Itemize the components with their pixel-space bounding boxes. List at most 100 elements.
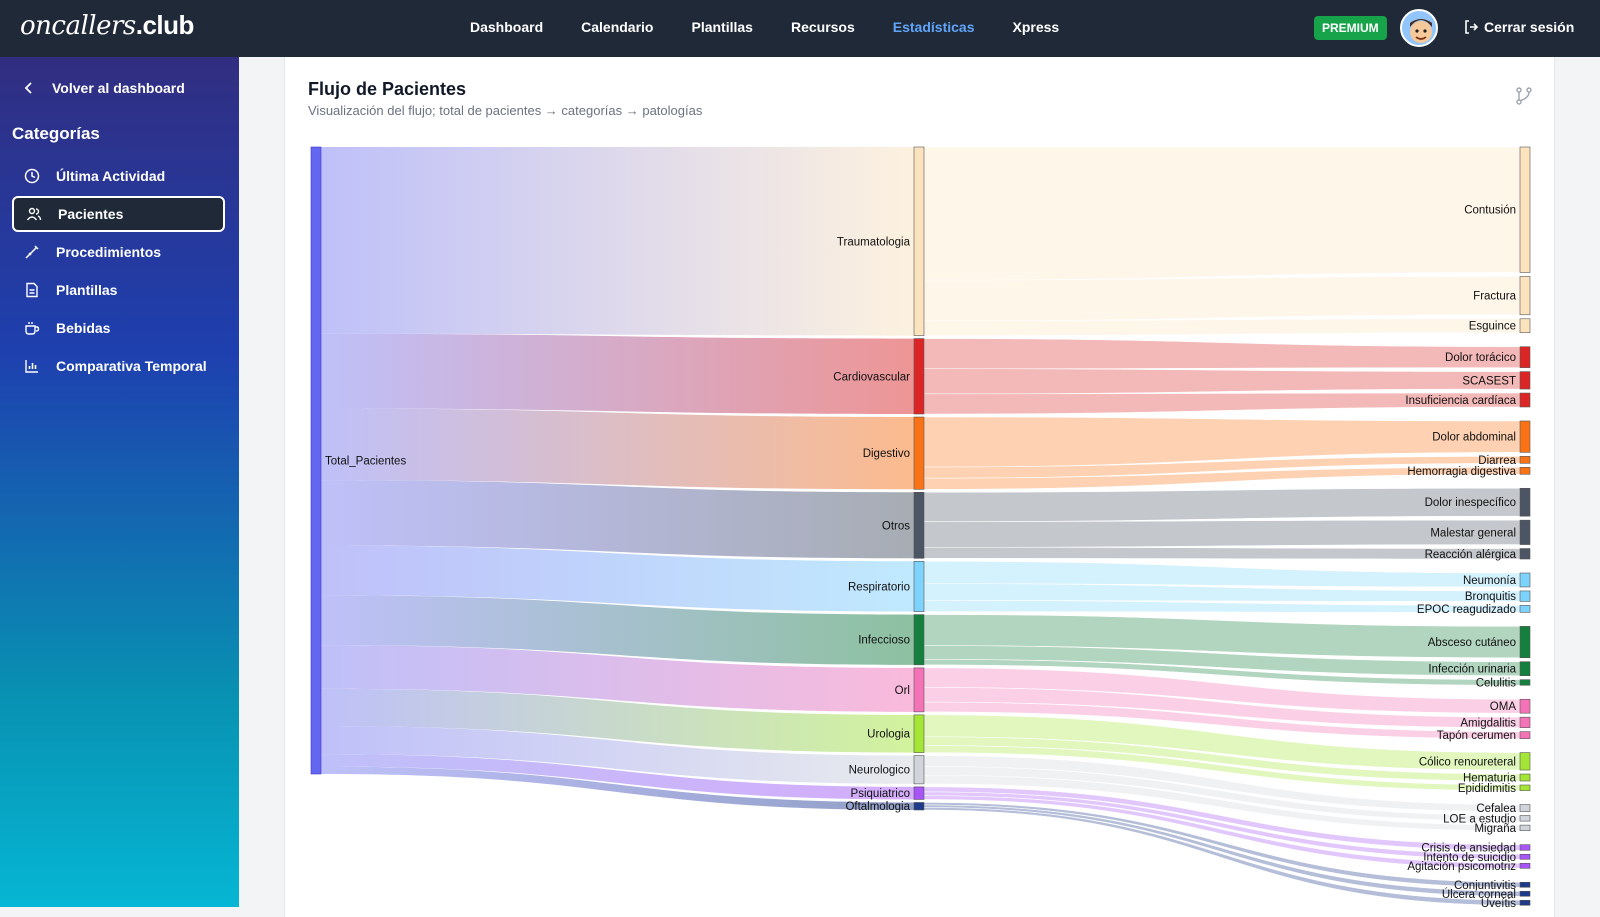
label-otros: Otros [882, 520, 910, 532]
flow-link-conjuntivitis [923, 802, 1521, 888]
node-bronquitis [1519, 590, 1531, 602]
node-ulcera-corneal [1519, 890, 1531, 897]
top-navbar: oncallers.club Dashboard Calendario Plan… [0, 0, 1600, 57]
coffee-icon [25, 322, 40, 335]
node-epididimitis [1519, 784, 1531, 791]
flow-link-psiquiatrico [321, 754, 914, 800]
avatar[interactable] [1400, 9, 1438, 47]
node-orl [913, 667, 925, 713]
flow-link-infeccioso [321, 595, 914, 665]
node-diarrea [1519, 456, 1531, 464]
nav-estadisticas[interactable]: Estadísticas [892, 19, 975, 35]
branch-icon-svg [1516, 87, 1532, 105]
node-insuficiencia-cardiaca [1519, 392, 1531, 408]
flow-link-scasest [923, 368, 1521, 395]
flow-link-traumatologia [321, 147, 914, 336]
node-absceso-cutaneo [1519, 626, 1531, 659]
sidebar-item-plantillas[interactable]: Plantillas [12, 272, 225, 308]
sidebar-item-ultima-actividad[interactable]: Última Actividad [12, 158, 225, 194]
label-agitacion-psicomotriz: Agitación psicomotriz [1407, 861, 1516, 873]
label-infeccion-urinaria: Infección urinaria [1428, 664, 1516, 676]
node-hemorragia-digestiva [1519, 467, 1531, 475]
node-amigdalitis [1519, 716, 1531, 728]
label-diarrea: Diarrea [1478, 455, 1516, 467]
sidebar-item-label: Procedimientos [56, 244, 162, 260]
main-nav: Dashboard Calendario Plantillas Recursos… [470, 19, 1097, 35]
node-traumatologia [913, 146, 925, 336]
nav-xpress[interactable]: Xpress [1012, 19, 1060, 35]
node-colico-renoureteral [1519, 752, 1531, 771]
node-conjuntivitis [1519, 881, 1531, 888]
label-conjuntivitis: Conjuntivitis [1454, 880, 1516, 892]
premium-badge: PREMIUM [1314, 16, 1387, 40]
back-to-dashboard-link[interactable]: Volver al dashboard [24, 80, 185, 96]
label-dolor-abdominal: Dolor abdominal [1432, 432, 1516, 444]
flow-link-cardiovascular [321, 333, 914, 415]
node-oftalmologia [913, 802, 925, 811]
flow-link-contusion [923, 146, 1521, 281]
sidebar-item-label: Plantillas [56, 282, 118, 298]
node-celulitis [1519, 679, 1531, 686]
flow-link-esguince [923, 318, 1521, 336]
card-subtitle: Visualización del flujo; total de pacien… [308, 103, 703, 118]
label-reaccion-alergica: Reacción alérgica [1425, 549, 1517, 561]
label-ulcera-corneal: Úlcera corneal [1442, 888, 1516, 901]
node-dolor-inespecifico [1519, 487, 1531, 517]
label-bronquitis: Bronquitis [1465, 591, 1516, 603]
logout-icon [1465, 20, 1478, 34]
flow-link-otros [321, 480, 914, 559]
node-dolor-abdominal [1519, 420, 1531, 453]
sidebar-item-procedimientos[interactable]: Procedimientos [12, 234, 225, 270]
avatar-face-icon [1402, 11, 1436, 45]
node-epoc-reagudizado [1519, 605, 1531, 613]
sidebar-item-label: Bebidas [56, 320, 111, 336]
label-epididimitis: Epididimitis [1458, 783, 1516, 795]
syringe-icon [25, 245, 39, 259]
node-infeccioso [913, 614, 925, 666]
label-infeccioso: Infeccioso [858, 635, 910, 647]
nav-plantillas[interactable]: Plantillas [691, 19, 753, 35]
label-cefalea: Cefalea [1476, 803, 1516, 815]
nav-dashboard[interactable]: Dashboard [470, 19, 544, 35]
label-loe-a-estudio: LOE a estudio [1443, 813, 1516, 825]
label-contusion: Contusión [1464, 205, 1516, 217]
node-digestivo [913, 416, 925, 490]
node-crisis-de-ansiedad [1519, 844, 1531, 851]
chevron-left-icon [24, 82, 32, 94]
nav-recursos[interactable]: Recursos [790, 19, 855, 35]
flow-link-dolor-toracico [923, 338, 1521, 370]
node-total-pacientes [310, 146, 322, 775]
node-oma [1519, 698, 1531, 714]
node-loe-a-estudio [1519, 815, 1531, 822]
sidebar-item-comparativa-temporal[interactable]: Comparativa Temporal [12, 348, 225, 384]
label-hemorragia-digestiva: Hemorragia digestiva [1407, 466, 1516, 478]
logo[interactable]: oncallers.club [20, 10, 194, 41]
node-hematuria [1519, 773, 1531, 782]
label-intento-de-suicidio: Intento de suicidio [1423, 852, 1516, 864]
node-cefalea [1519, 804, 1531, 812]
sidebar-item-pacientes[interactable]: Pacientes [12, 196, 225, 232]
label-oftalmologia: Oftalmologia [845, 801, 910, 813]
label-uveitis: Uveítis [1481, 898, 1516, 907]
sidebar: Volver al dashboard Categorías Última Ac… [0, 57, 239, 907]
node-urologia [913, 714, 925, 753]
branch-icon[interactable] [1515, 87, 1533, 110]
document-icon [26, 282, 38, 298]
label-migrana: Migraña [1474, 823, 1516, 835]
label-neumonia: Neumonía [1463, 575, 1517, 587]
label-respiratorio: Respiratorio [848, 581, 910, 593]
node-neumonia [1519, 572, 1531, 588]
logo-text: oncallers [20, 11, 136, 41]
node-cardiovascular [913, 338, 925, 415]
sidebar-item-bebidas[interactable]: Bebidas [12, 310, 225, 346]
logout-button[interactable]: Cerrar sesión [1464, 19, 1574, 35]
label-psiquiatrico: Psiquiatrico [851, 788, 910, 800]
flow-link-digestivo [321, 408, 914, 490]
label-epoc-reagudizado: EPOC reagudizado [1417, 604, 1516, 616]
nav-calendario[interactable]: Calendario [581, 19, 654, 35]
label-fractura: Fractura [1473, 291, 1516, 303]
node-agitacion-psicomotriz [1519, 862, 1531, 869]
flow-link-fractura [923, 276, 1521, 322]
node-esguince [1519, 318, 1531, 334]
